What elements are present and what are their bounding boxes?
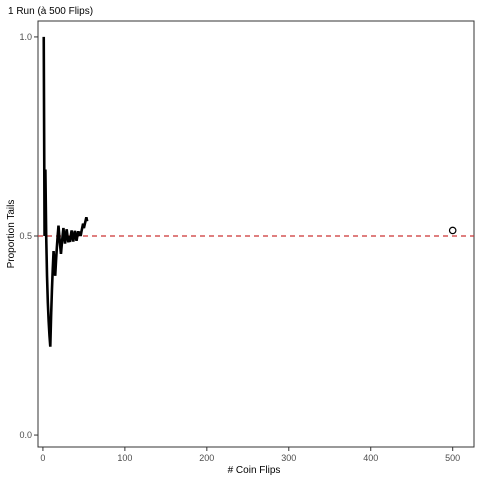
x-axis-label: # Coin Flips — [228, 465, 281, 476]
plot-area: 0 100 200 300 400 500 0.0 0.5 1.0 — [19, 20, 475, 463]
series-line-0 — [42, 36, 89, 347]
final-point-marker — [448, 226, 457, 235]
x-tick-label: 100 — [117, 453, 132, 463]
y-tick-label: 1.0 — [19, 32, 32, 42]
x-tick-label: 200 — [199, 453, 214, 463]
chart-title: 1 Run (à 500 Flips) — [8, 6, 93, 17]
x-tick-label: 300 — [281, 453, 296, 463]
x-tick-label: 400 — [363, 453, 378, 463]
x-tick-label: 0 — [40, 453, 45, 463]
x-tick-label: 500 — [445, 453, 460, 463]
y-axis-label: Proportion Tails — [6, 200, 17, 269]
y-tick-label: 0.0 — [19, 430, 32, 440]
y-tick-label: 0.5 — [19, 231, 32, 241]
plot-frame — [37, 20, 475, 448]
